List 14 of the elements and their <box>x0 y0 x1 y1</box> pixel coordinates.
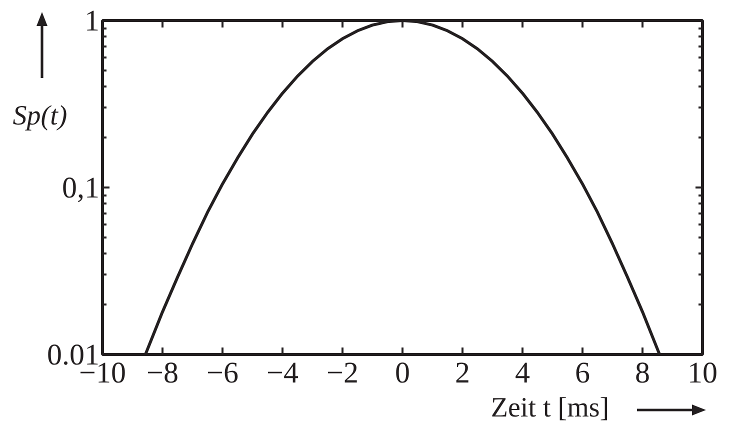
x-tick-label: −8 <box>146 356 178 390</box>
x-tick-label: 4 <box>515 356 530 390</box>
x-tick-label: 0 <box>395 356 410 390</box>
y-tick-label: 1 <box>84 4 100 38</box>
x-tick-label: 10 <box>688 356 718 390</box>
x-tick-label: −4 <box>266 356 298 390</box>
x-tick-label: 8 <box>635 356 650 390</box>
x-tick-label: −6 <box>206 356 238 390</box>
x-tick-label: 6 <box>575 356 590 390</box>
y-axis-title: Sp(t) <box>12 100 68 132</box>
x-axis-title: Zeit t [ms] <box>490 392 610 423</box>
y-tick-label: 0,1 <box>62 172 100 204</box>
x-tick-label: 2 <box>455 356 470 390</box>
x-tick-label: −2 <box>326 356 358 390</box>
